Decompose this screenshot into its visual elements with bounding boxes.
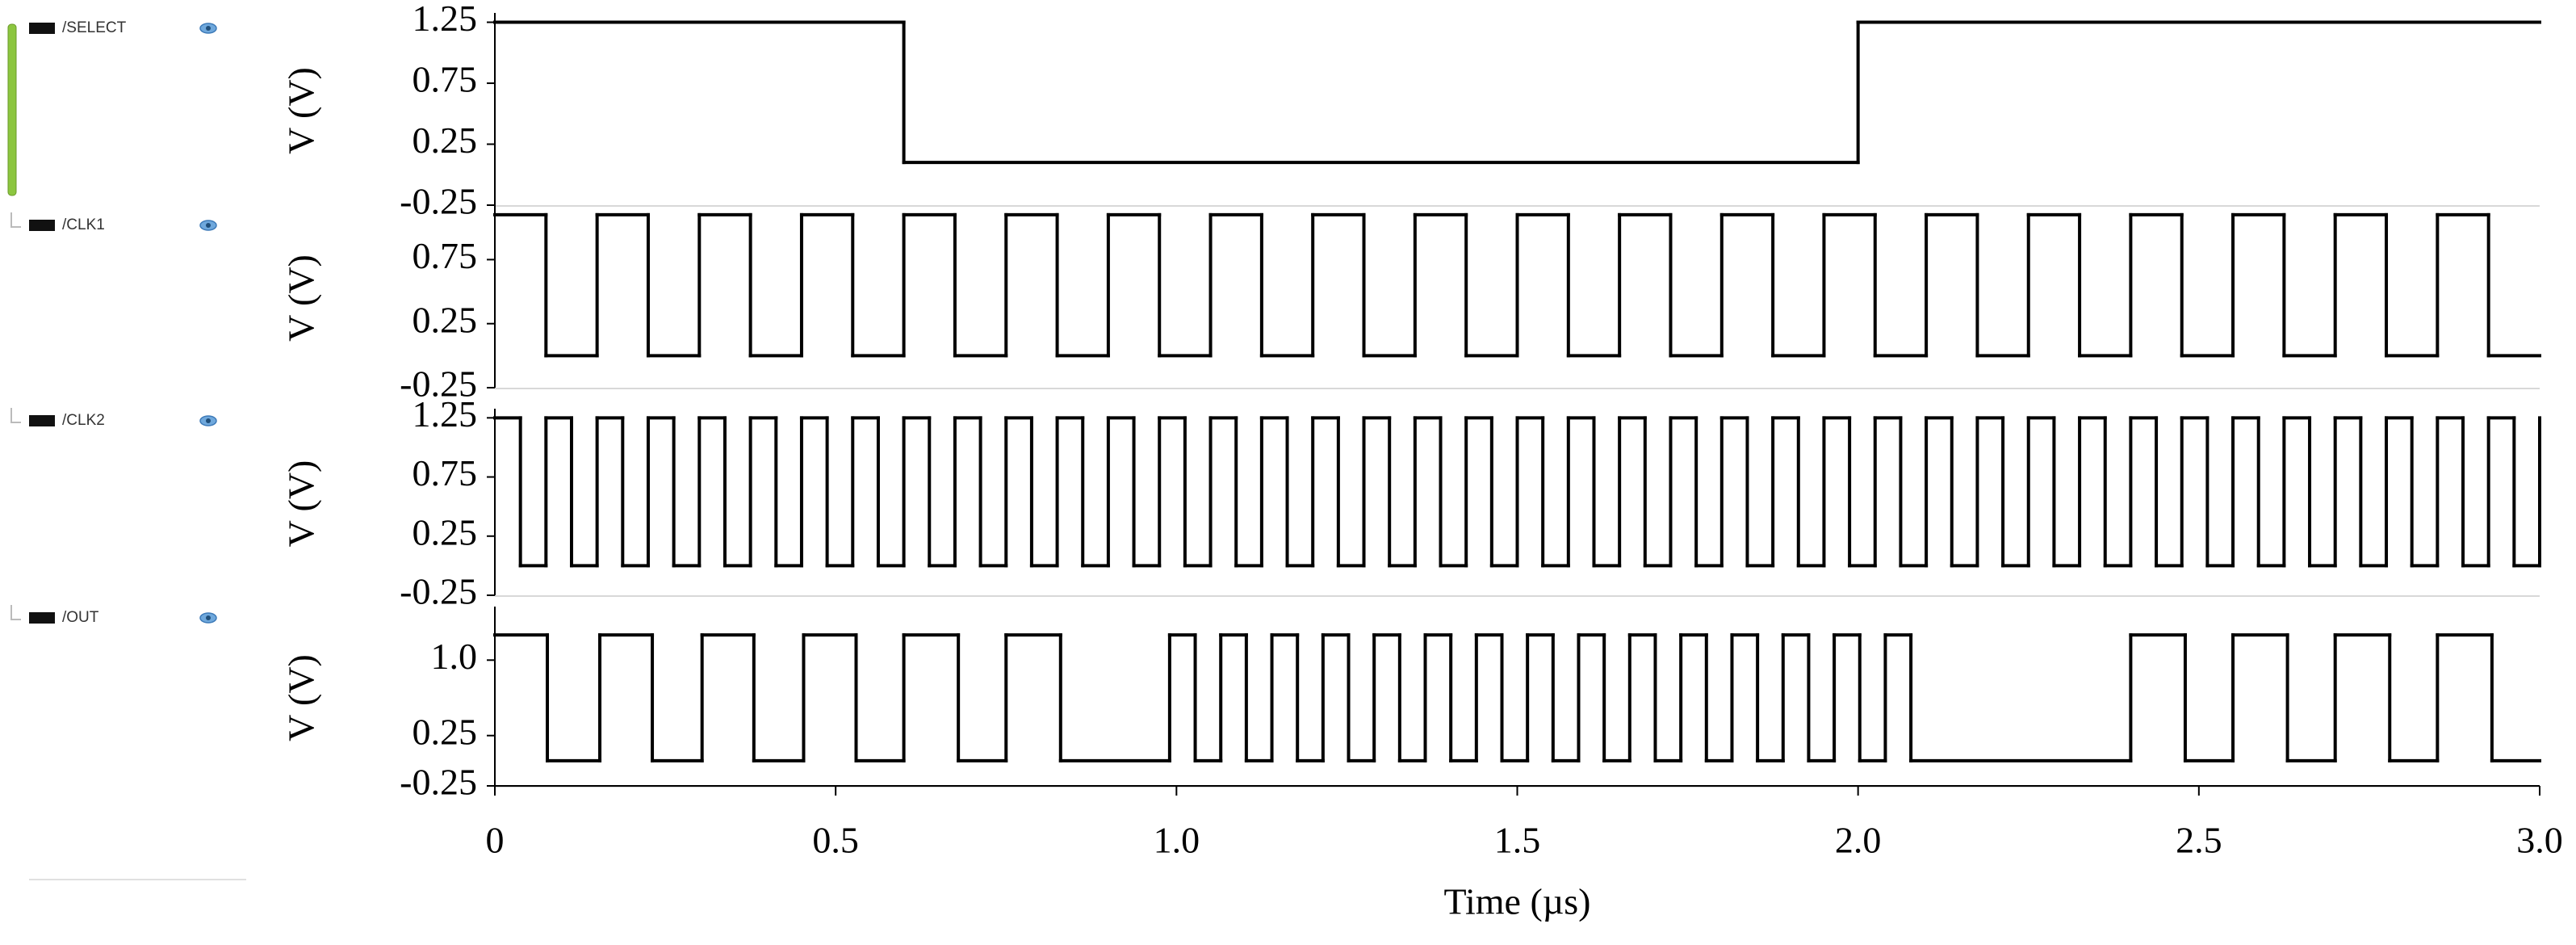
signal-name: /CLK2 bbox=[62, 412, 105, 429]
x-axis-label: Time (µs) bbox=[1443, 881, 1590, 922]
tree-connector bbox=[10, 212, 21, 228]
x-tick-label: 1.0 bbox=[1154, 820, 1200, 861]
y-tick-label: 0.25 bbox=[413, 511, 478, 552]
visibility-icon-pupil bbox=[206, 418, 211, 423]
y-axis-label: V (V) bbox=[281, 67, 322, 154]
y-tick-label: -0.25 bbox=[400, 571, 477, 612]
visibility-icon-pupil bbox=[206, 223, 211, 228]
y-tick-label: 0.75 bbox=[413, 452, 478, 494]
visibility-icon-pupil bbox=[206, 615, 211, 620]
y-tick-label: 0.25 bbox=[413, 299, 478, 340]
y-tick-label: 1.25 bbox=[413, 393, 478, 435]
y-tick-label: 1.25 bbox=[413, 0, 478, 39]
signal-swatch bbox=[29, 220, 55, 231]
x-tick-label: 0.5 bbox=[812, 820, 859, 861]
signal-swatch bbox=[29, 612, 55, 624]
x-tick-label: 1.5 bbox=[1494, 820, 1541, 861]
y-tick-label: 0.25 bbox=[413, 711, 478, 752]
selection-bar bbox=[7, 23, 17, 196]
x-tick-label: 0 bbox=[486, 820, 505, 861]
x-tick-label: 3.0 bbox=[2516, 820, 2563, 861]
y-tick-label: 1.0 bbox=[431, 636, 478, 677]
signal-name: /OUT bbox=[62, 609, 99, 626]
signal-swatch bbox=[29, 415, 55, 426]
y-tick-label: 0.25 bbox=[413, 120, 478, 161]
x-tick-label: 2.5 bbox=[2176, 820, 2222, 861]
y-tick-label: 0.75 bbox=[413, 59, 478, 100]
tree-connector bbox=[10, 408, 21, 423]
y-tick-label: -0.25 bbox=[400, 181, 477, 222]
y-axis-label: V (V) bbox=[281, 254, 322, 342]
signal-name: /SELECT bbox=[62, 19, 127, 36]
x-tick-label: 2.0 bbox=[1835, 820, 1882, 861]
signal-swatch bbox=[29, 23, 55, 34]
tree-connector bbox=[10, 605, 21, 620]
visibility-icon-pupil bbox=[206, 26, 211, 31]
y-tick-label: 0.75 bbox=[413, 235, 478, 276]
y-axis-label: V (V) bbox=[281, 654, 322, 741]
y-tick-label: -0.25 bbox=[400, 762, 477, 803]
signal-name: /CLK1 bbox=[62, 216, 105, 233]
y-tick-label: -0.25 bbox=[400, 363, 477, 405]
y-axis-label: V (V) bbox=[281, 460, 322, 548]
